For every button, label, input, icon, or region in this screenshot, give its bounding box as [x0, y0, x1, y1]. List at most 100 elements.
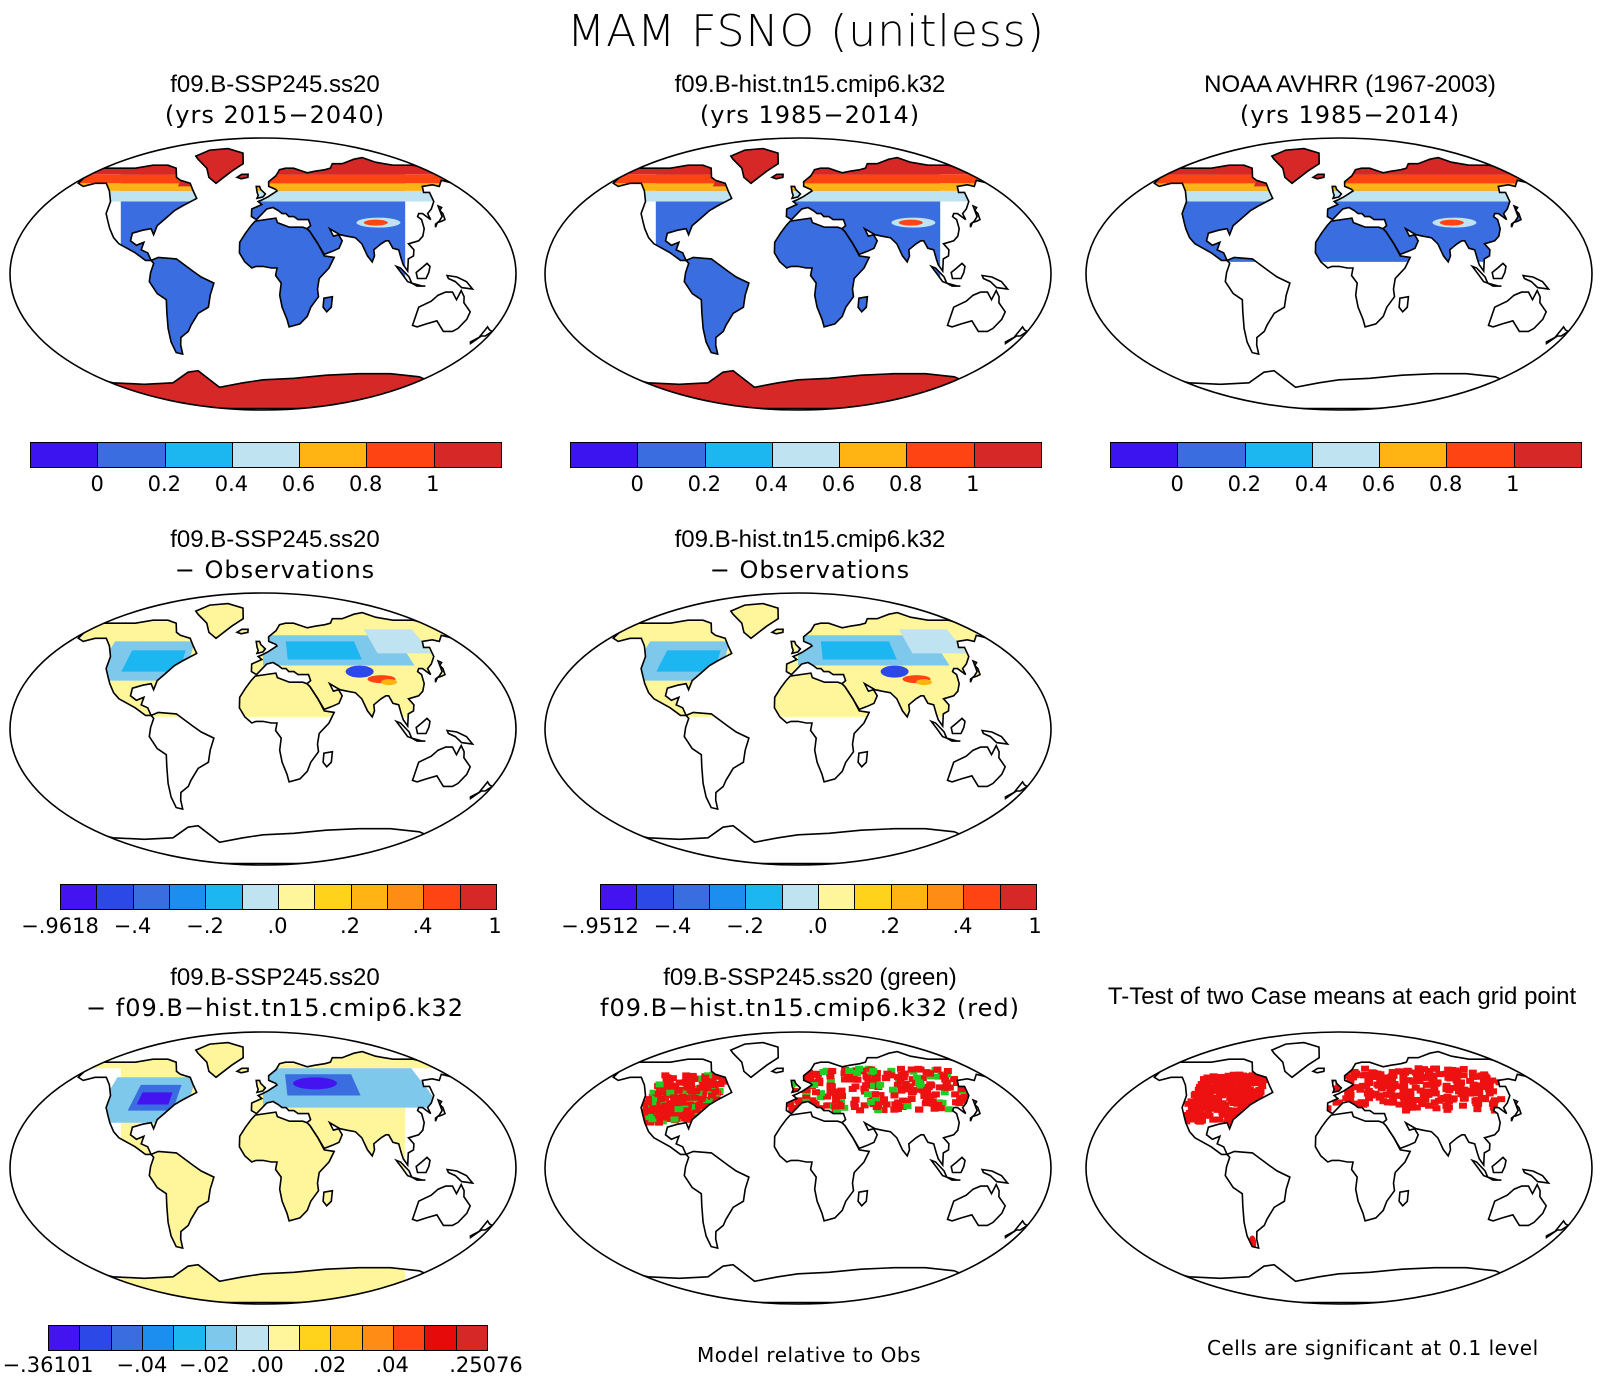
- significant-cell: [1255, 1076, 1264, 1083]
- coastline-northAmerica: [612, 164, 733, 262]
- significant-cell: [1342, 1095, 1351, 1102]
- significant-cell: [1323, 1085, 1332, 1092]
- coastline-borneo: [415, 1156, 431, 1174]
- significant-cell: [1223, 1078, 1232, 1085]
- colorbar-tick-label: 0.4: [214, 472, 249, 496]
- coastline-iceland: [235, 1067, 249, 1074]
- significant-cell: [850, 1104, 859, 1111]
- coastline-borneo: [950, 262, 966, 280]
- colorbar-swatch: [772, 443, 841, 467]
- significant-cell: [1422, 1073, 1431, 1080]
- significant-cell: [655, 1107, 664, 1114]
- coastline-indonesia2: [411, 1176, 426, 1181]
- significant-cell: [913, 1086, 922, 1093]
- significant-cell: [1431, 1065, 1440, 1072]
- colorbar-swatch: [460, 885, 496, 909]
- significant-cell: [1258, 1083, 1267, 1090]
- colorbar-swatch: [1245, 443, 1313, 467]
- panel-title-p7: f09.B-SSP245.ss20 (green) f09.B−hist.tn1…: [540, 963, 1080, 1023]
- significant-cell: [876, 1081, 885, 1088]
- coastline-indonesia2: [1487, 282, 1502, 287]
- significant-cell: [1243, 1075, 1252, 1082]
- significant-cell: [1445, 1097, 1454, 1104]
- coastline-indonesia2: [946, 1176, 961, 1181]
- colorbar-swatch: [206, 885, 243, 909]
- colorbar-tick-label: 0.8: [1429, 472, 1463, 496]
- significant-cell: [1472, 1097, 1481, 1104]
- significant-cell: [690, 1075, 699, 1082]
- significant-cell: [874, 1107, 883, 1114]
- significant-cell: [1395, 1101, 1404, 1108]
- colorbar-swatch: [237, 1326, 269, 1350]
- map-frame: [544, 1031, 1052, 1305]
- significant-cell: [788, 1080, 797, 1087]
- significant-cell: [705, 1075, 714, 1082]
- significant-cell: [703, 1098, 712, 1105]
- significant-cell: [916, 1082, 925, 1089]
- significant-cell: [934, 1073, 943, 1080]
- colorbar-tick-label: .2: [879, 914, 901, 938]
- significant-cell: [1182, 1112, 1191, 1119]
- panel-title-line2: (yrs 2015−2040): [164, 101, 386, 129]
- map-panel-p1: [8, 136, 518, 412]
- significant-cell: [697, 1095, 706, 1102]
- colorbar-swatch: [1380, 443, 1448, 467]
- colorbar-tick-label: 0.4: [754, 472, 789, 496]
- colorbar-p2: [570, 442, 1042, 468]
- significant-cell: [1332, 1099, 1341, 1106]
- colorbar-swatch: [1447, 443, 1515, 467]
- coastline-northAmerica: [77, 1058, 198, 1156]
- coastline-borneo: [1491, 1156, 1507, 1174]
- significant-cell: [907, 1096, 916, 1103]
- significant-cell: [702, 1113, 711, 1120]
- significant-cell: [868, 1079, 877, 1086]
- significant-cell: [893, 1074, 902, 1081]
- significant-cell: [933, 1066, 942, 1073]
- significant-cell: [667, 1106, 676, 1113]
- colorbar-tick-label: .25076: [449, 1353, 523, 1377]
- colorbar-swatch: [97, 885, 134, 909]
- coastline-indonesia2: [1487, 1176, 1502, 1181]
- coastline-newzealand: [1004, 325, 1029, 345]
- significant-cell: [1346, 1091, 1355, 1098]
- significant-cell: [1389, 1093, 1398, 1100]
- significant-cell: [1459, 1072, 1468, 1079]
- significant-cell: [1335, 1075, 1344, 1082]
- significant-cell: [1232, 1107, 1241, 1114]
- significant-cell: [1376, 1076, 1385, 1083]
- coastline-iceland: [770, 628, 784, 635]
- coastline-australia: [946, 1182, 1007, 1227]
- map-frame: [544, 137, 1052, 411]
- significant-cell: [1452, 1077, 1461, 1084]
- significant-cell: [907, 1089, 916, 1096]
- significant-cell: [711, 1088, 720, 1095]
- significant-cell: [686, 1113, 695, 1120]
- colorbar-swatch: [601, 885, 638, 909]
- field-blob: [1248, 1235, 1257, 1249]
- coastline-madagascar: [857, 750, 869, 769]
- colorbar-tick-label: 0: [630, 472, 644, 496]
- colorbar-ticks-p5: −.9512 −.4 −.2 .0 .2 .4 1: [561, 914, 1042, 942]
- colorbar-swatch: [673, 885, 710, 909]
- significant-cell: [1399, 1094, 1408, 1101]
- coastline-uk: [255, 185, 267, 200]
- map-panel-p3: [1084, 136, 1594, 412]
- significant-cell: [718, 1076, 727, 1083]
- significant-cell: [692, 1109, 701, 1116]
- map-frame: [544, 592, 1052, 866]
- map-frame: [1085, 1031, 1593, 1305]
- significant-cell: [648, 1099, 657, 1106]
- significant-cell: [687, 1081, 696, 1088]
- significant-cell: [1200, 1112, 1209, 1119]
- significant-cell: [706, 1115, 715, 1122]
- significant-cell: [862, 1082, 871, 1089]
- panel-title-line1: T-Test of two Case means at each grid po…: [1107, 983, 1577, 1010]
- significant-cell: [1376, 1092, 1385, 1099]
- significant-cell: [1237, 1073, 1246, 1080]
- coastline-iceland: [235, 173, 249, 180]
- significant-cell: [939, 1073, 948, 1080]
- significant-cell: [1414, 1065, 1423, 1072]
- significant-cell: [1243, 1087, 1252, 1094]
- coastline-newzealand: [469, 325, 494, 345]
- significant-cell: [1399, 1089, 1408, 1096]
